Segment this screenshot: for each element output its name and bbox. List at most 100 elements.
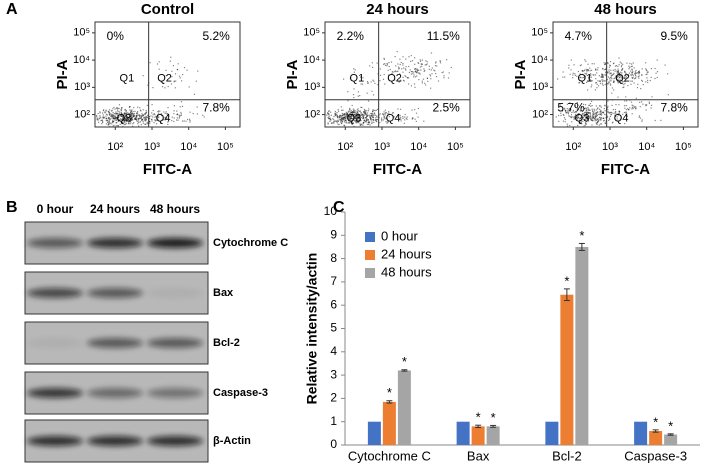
quadrant-label: Q3 [117, 113, 132, 125]
cell-event [580, 116, 582, 118]
cell-event [101, 119, 104, 121]
cell-event [372, 94, 375, 96]
bar [649, 431, 663, 445]
cell-event [123, 117, 125, 119]
cell-event [368, 108, 370, 110]
cell-event [337, 123, 339, 125]
cell-event [623, 84, 625, 86]
cell-event [608, 81, 610, 83]
cell-event [587, 111, 589, 113]
cell-event [103, 116, 105, 118]
cell-event [105, 109, 107, 111]
cell-event [105, 110, 107, 112]
cell-event [366, 114, 368, 116]
cell-event [588, 76, 590, 78]
y-tick-label: 10⁴ [303, 54, 320, 66]
cell-event [564, 109, 566, 111]
cell-event [642, 84, 644, 86]
cell-event [577, 113, 579, 115]
cell-event [346, 114, 348, 116]
cell-event [357, 116, 359, 118]
cell-event [123, 119, 126, 121]
cell-event [573, 116, 575, 118]
cell-event [139, 109, 141, 111]
cell-event [414, 76, 417, 78]
cell-event [103, 117, 105, 119]
cell-event [387, 74, 390, 76]
cell-event [131, 114, 133, 116]
cell-event [581, 110, 583, 112]
cell-event [404, 116, 406, 118]
cell-event [153, 122, 155, 124]
cell-event [579, 119, 581, 121]
y-tick-label: 0 [330, 437, 337, 451]
cell-event [133, 107, 135, 109]
cell-event [623, 81, 625, 83]
cell-event [97, 119, 99, 121]
cell-event [372, 66, 374, 68]
cell-event [626, 112, 628, 114]
cell-event [336, 120, 338, 122]
cell-event [439, 62, 442, 64]
cell-event [118, 104, 121, 106]
cell-event [387, 69, 389, 71]
cell-event [578, 113, 580, 115]
cell-event [608, 71, 610, 73]
cell-event [414, 109, 416, 111]
quadrant-percentage: 9.5% [660, 29, 688, 43]
cell-event [587, 70, 589, 72]
cell-event [402, 64, 404, 66]
cell-event [129, 120, 131, 122]
cell-event [610, 80, 612, 82]
cell-event [336, 115, 338, 117]
cell-event [362, 114, 364, 116]
cell-event [611, 78, 613, 80]
cell-event [611, 104, 613, 106]
cell-event [112, 125, 114, 127]
cell-event [625, 109, 628, 111]
cell-event [135, 114, 138, 116]
cell-event [116, 122, 118, 124]
y-tick-label: 2 [330, 391, 337, 405]
cell-event [111, 115, 113, 117]
quadrant-label: Q2 [615, 73, 630, 85]
bar [634, 421, 648, 445]
cell-event [578, 109, 580, 111]
cell-event [441, 72, 443, 74]
cell-event [631, 113, 633, 115]
cell-event [618, 111, 620, 113]
cell-event [571, 121, 573, 123]
cell-event [613, 112, 615, 114]
cell-event [589, 103, 592, 105]
cell-event [360, 112, 362, 114]
cell-event [635, 97, 637, 99]
cell-event [138, 121, 140, 123]
cell-event [638, 71, 640, 73]
cell-event [371, 118, 373, 120]
cell-event [384, 116, 386, 118]
cell-event [593, 63, 595, 65]
cell-event [393, 116, 395, 118]
cell-event [421, 63, 423, 65]
cell-event [618, 81, 620, 83]
cell-event [113, 106, 115, 109]
cell-event [602, 84, 604, 86]
cell-event [179, 115, 181, 117]
cell-event [112, 112, 114, 114]
cell-event [100, 117, 102, 119]
cell-event [591, 80, 593, 82]
cell-event [577, 115, 579, 117]
cell-event [575, 116, 577, 118]
cell-event [572, 72, 574, 74]
cell-event [353, 68, 355, 70]
cell-event [143, 119, 146, 121]
cell-event [182, 74, 184, 76]
cell-event [573, 118, 575, 120]
row-label: Bax [213, 287, 234, 299]
cell-event [142, 75, 144, 77]
y-axis-label: PI-A [512, 59, 529, 89]
cell-event [114, 108, 116, 110]
cell-event [164, 112, 166, 114]
cell-event [645, 62, 647, 64]
cell-event [354, 120, 356, 122]
